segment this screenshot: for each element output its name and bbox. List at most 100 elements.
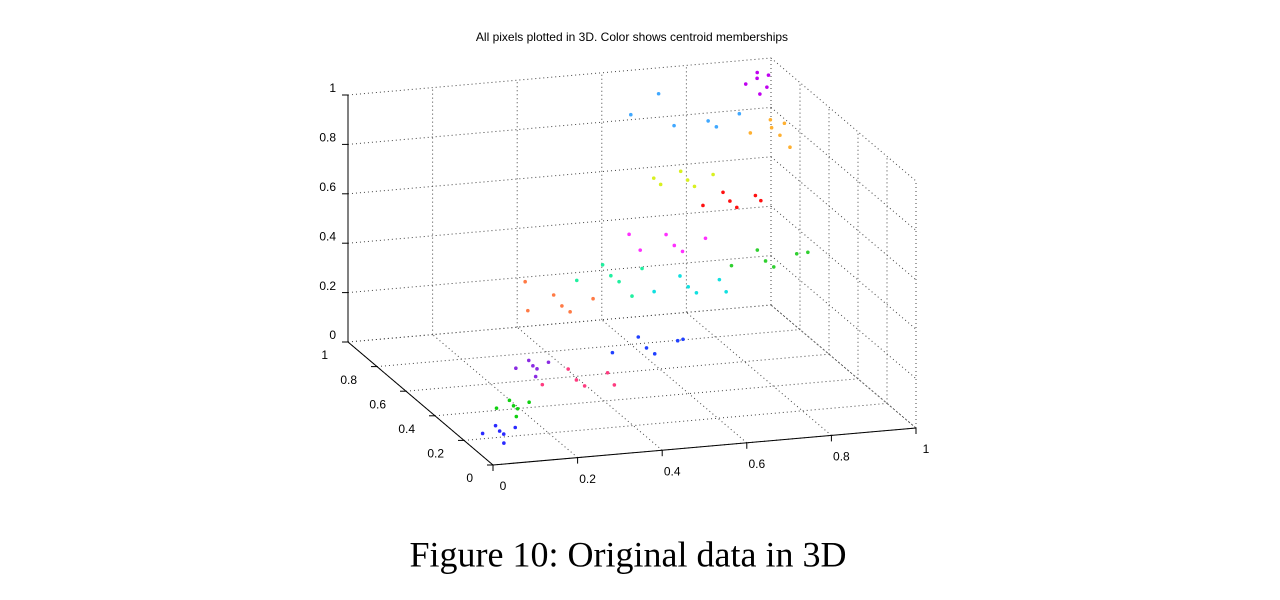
grid-line bbox=[347, 255, 772, 294]
data-point bbox=[685, 178, 690, 182]
y-tick-label: 1 bbox=[321, 348, 328, 362]
z-tick-label: 0.8 bbox=[319, 131, 336, 145]
z-tick-label: 0.6 bbox=[319, 180, 336, 194]
data-point bbox=[766, 73, 771, 77]
data-point bbox=[743, 82, 748, 86]
data-point bbox=[535, 367, 539, 371]
data-point bbox=[523, 279, 527, 284]
data-point bbox=[672, 243, 677, 248]
data-point bbox=[591, 296, 595, 301]
data-point bbox=[678, 169, 683, 174]
data-point bbox=[644, 346, 649, 350]
data-point bbox=[672, 123, 676, 128]
data-point bbox=[664, 232, 668, 237]
data-point bbox=[755, 248, 760, 252]
data-point bbox=[502, 441, 506, 445]
data-point bbox=[600, 263, 605, 267]
x-tick-label: 0 bbox=[500, 479, 507, 493]
x-tick-label: 0.8 bbox=[833, 450, 850, 464]
data-point bbox=[497, 429, 502, 433]
y-tick-label: 0.8 bbox=[340, 373, 357, 387]
data-point bbox=[568, 310, 572, 314]
data-point bbox=[652, 352, 657, 356]
data-point bbox=[680, 249, 685, 254]
chart-title: All pixels plotted in 3D. Color shows ce… bbox=[476, 30, 788, 44]
data-point bbox=[658, 182, 663, 187]
data-point bbox=[629, 112, 633, 117]
data-point bbox=[551, 293, 556, 297]
data-point bbox=[711, 172, 715, 177]
grid-line bbox=[347, 205, 772, 244]
grid-line bbox=[347, 106, 772, 145]
z-tick-label: 0.2 bbox=[319, 279, 336, 293]
data-point bbox=[617, 279, 621, 284]
x-tick-label: 0.2 bbox=[579, 472, 596, 486]
data-point bbox=[728, 199, 732, 203]
y-axis bbox=[347, 341, 494, 466]
data-point bbox=[526, 308, 530, 313]
data-point bbox=[566, 367, 570, 371]
data-point bbox=[768, 117, 773, 122]
data-point bbox=[574, 278, 579, 283]
data-point bbox=[755, 70, 760, 75]
data-point bbox=[701, 203, 705, 208]
z-tick-label: 0 bbox=[329, 328, 336, 342]
data-point bbox=[758, 92, 762, 96]
data-point bbox=[636, 335, 641, 339]
data-point bbox=[737, 111, 742, 116]
data-point bbox=[763, 259, 768, 263]
data-point bbox=[638, 248, 643, 252]
grid-line bbox=[347, 156, 772, 195]
data-point bbox=[755, 76, 759, 81]
data-point bbox=[609, 273, 613, 278]
grid-line bbox=[347, 304, 772, 343]
z-tick-label: 1 bbox=[329, 81, 336, 95]
data-point bbox=[782, 121, 787, 126]
data-point bbox=[681, 337, 685, 342]
grid-line bbox=[463, 402, 888, 441]
data-point bbox=[582, 384, 587, 388]
data-point bbox=[729, 263, 734, 268]
data-point bbox=[675, 338, 680, 343]
x-tick-label: 0.4 bbox=[664, 464, 681, 478]
data-point bbox=[706, 119, 710, 123]
data-point bbox=[540, 382, 545, 387]
data-point bbox=[526, 358, 531, 363]
data-point bbox=[493, 423, 498, 428]
data-point bbox=[514, 414, 519, 419]
data-point bbox=[759, 198, 763, 203]
grid-line bbox=[376, 329, 801, 368]
data-point bbox=[651, 176, 656, 180]
x-tick-label: 0.6 bbox=[748, 457, 765, 471]
data-point bbox=[748, 131, 753, 135]
data-point bbox=[769, 125, 774, 130]
data-point bbox=[714, 125, 719, 129]
y-tick-label: 0.6 bbox=[369, 397, 386, 411]
data-point bbox=[515, 406, 520, 411]
data-point bbox=[480, 431, 485, 436]
data-point bbox=[501, 432, 506, 436]
data-point bbox=[656, 91, 661, 96]
data-point bbox=[533, 374, 538, 379]
y-tick-label: 0.4 bbox=[398, 422, 415, 436]
data-point bbox=[514, 366, 518, 371]
data-point bbox=[511, 404, 516, 408]
data-point bbox=[724, 290, 728, 294]
data-point bbox=[794, 251, 799, 256]
data-point bbox=[640, 266, 644, 271]
data-point bbox=[734, 205, 739, 210]
data-point bbox=[513, 425, 518, 430]
data-point bbox=[574, 378, 579, 382]
data-point bbox=[630, 294, 634, 298]
data-point bbox=[692, 184, 697, 189]
data-point bbox=[686, 285, 690, 289]
data-point bbox=[694, 291, 699, 295]
data-point bbox=[610, 350, 615, 355]
data-point bbox=[546, 360, 551, 365]
data-point bbox=[560, 304, 564, 308]
figure-caption: Figure 10: Original data in 3D bbox=[410, 534, 847, 574]
grid-line bbox=[434, 378, 859, 417]
data-point bbox=[494, 406, 499, 410]
y-tick-label: 0.2 bbox=[427, 447, 444, 461]
